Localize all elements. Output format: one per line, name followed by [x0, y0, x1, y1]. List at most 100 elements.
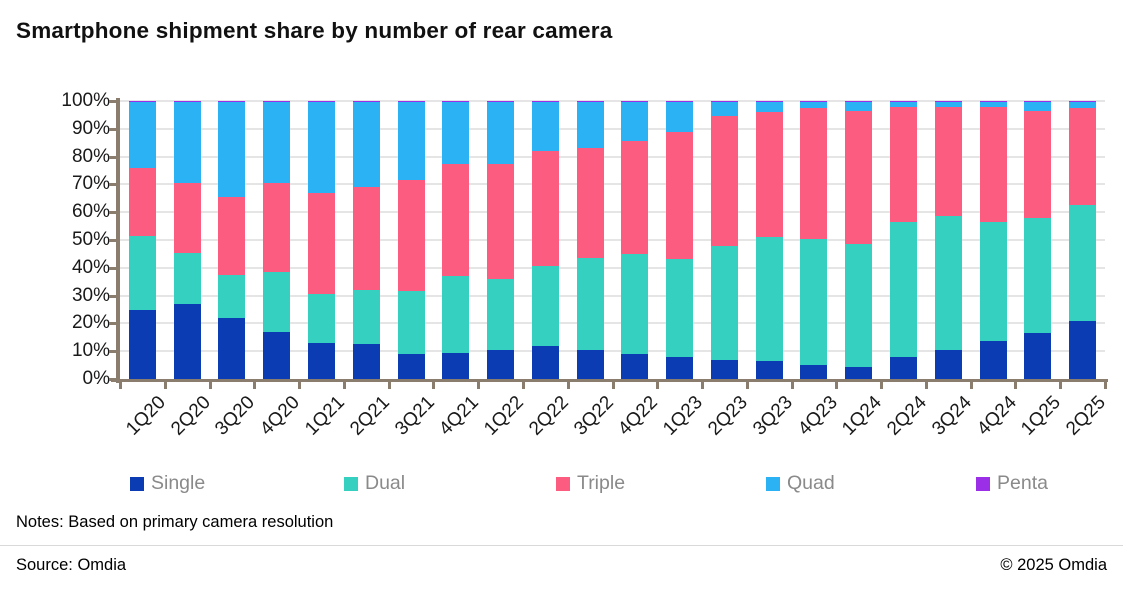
gridline-50	[120, 239, 1105, 241]
bar-4Q23	[800, 101, 827, 379]
bar-segment-3Q21-single	[398, 353, 425, 379]
gridline-10	[120, 350, 1105, 353]
bar-segment-2Q25-dual	[1069, 205, 1096, 321]
legend-swatch-penta-icon	[976, 476, 990, 491]
x-axis-tick-11	[612, 382, 615, 389]
bar-segment-3Q24-triple	[935, 106, 962, 217]
bar-segment-4Q20-dual	[263, 271, 290, 332]
bar-segment-1Q25-penta	[1024, 101, 1051, 103]
bar-segment-3Q23-single	[756, 360, 783, 379]
bar-segment-2Q20-quad	[174, 102, 201, 184]
bar-segment-3Q23-penta	[756, 101, 783, 103]
y-axis-tick-20	[109, 322, 117, 326]
bar-segment-1Q20-single	[129, 309, 156, 379]
y-axis-tick-0	[109, 378, 117, 381]
x-axis-tick-20	[1014, 382, 1017, 389]
bar-segment-1Q22-penta	[487, 101, 514, 103]
bar-segment-1Q23-dual	[666, 259, 693, 357]
bar-segment-1Q22-single	[487, 349, 514, 379]
bar-segment-1Q21-triple	[308, 192, 335, 295]
x-axis-tick-0	[119, 382, 122, 389]
bar-segment-1Q24-single	[845, 366, 872, 379]
bar-segment-2Q23-dual	[711, 245, 738, 360]
bar-4Q20	[263, 101, 290, 379]
x-axis-line	[111, 379, 1108, 382]
bar-1Q20	[129, 101, 156, 379]
legend-item-quad: Quad	[766, 472, 835, 495]
bar-segment-2Q23-penta	[711, 101, 738, 103]
copyright-text: © 2025 Omdia	[1000, 556, 1107, 574]
bar-segment-1Q23-penta	[666, 101, 693, 103]
bar-3Q24	[935, 101, 962, 379]
bar-segment-1Q20-triple	[129, 167, 156, 236]
legend-label-dual: Dual	[365, 472, 406, 494]
bar-segment-2Q22-single	[532, 345, 559, 379]
y-axis-label-100: 100%	[61, 90, 110, 111]
bar-segment-3Q20-penta	[218, 101, 245, 103]
x-axis-tick-16	[835, 382, 838, 389]
bar-segment-4Q23-penta	[800, 101, 827, 103]
bar-segment-4Q24-penta	[980, 101, 1007, 103]
y-axis-tick-40	[109, 266, 117, 270]
bar-segment-4Q21-penta	[442, 101, 469, 103]
bar-segment-1Q20-penta	[129, 101, 156, 103]
gridline-40	[120, 266, 1105, 269]
bar-segment-4Q23-triple	[800, 107, 827, 239]
bar-segment-1Q24-triple	[845, 110, 872, 245]
bar-1Q24	[845, 101, 872, 379]
bar-segment-3Q21-triple	[398, 180, 425, 292]
chart-plot-area	[120, 100, 1105, 379]
y-axis-label-70: 70%	[71, 173, 110, 195]
bar-segment-2Q24-triple	[890, 106, 917, 222]
bar-2Q21	[353, 101, 380, 379]
source-text: Source: Omdia	[16, 556, 127, 574]
bar-segment-2Q21-triple	[353, 187, 380, 291]
x-axis-tick-1	[164, 382, 167, 389]
gridline-80	[120, 155, 1105, 158]
bar-1Q21	[308, 101, 335, 379]
bar-segment-3Q20-single	[218, 317, 245, 379]
bar-segment-4Q24-quad	[980, 102, 1007, 107]
bar-segment-4Q21-triple	[442, 163, 469, 277]
gridline-90	[120, 127, 1105, 130]
x-axis-tick-3	[253, 382, 256, 389]
bar-segment-4Q20-penta	[263, 101, 290, 103]
legend-label-quad: Quad	[787, 472, 835, 494]
gridline-100	[120, 100, 1105, 102]
y-axis-label-50: 50%	[71, 229, 110, 250]
bar-1Q23	[666, 101, 693, 379]
bar-2Q25	[1069, 101, 1096, 379]
bar-segment-3Q22-penta	[577, 101, 604, 103]
y-axis-tick-100	[109, 100, 117, 103]
bar-segment-3Q22-quad	[577, 102, 604, 149]
bar-segment-4Q22-single	[621, 353, 648, 379]
bar-segment-2Q24-penta	[890, 101, 917, 103]
legend-swatch-dual-icon	[344, 476, 358, 491]
y-axis-tick-30	[109, 294, 117, 298]
bar-segment-1Q24-penta	[845, 101, 872, 103]
x-axis-tick-7	[432, 382, 435, 389]
x-axis-tick-12	[656, 382, 659, 389]
bar-segment-1Q22-triple	[487, 163, 514, 279]
legend-item-single: Single	[130, 472, 205, 495]
bar-segment-4Q21-dual	[442, 276, 469, 353]
bar-1Q25	[1024, 101, 1051, 379]
bar-segment-1Q25-single	[1024, 333, 1051, 379]
bar-segment-4Q20-triple	[263, 183, 290, 272]
y-axis-label-0: 0%	[82, 368, 110, 389]
gridline-60	[120, 211, 1105, 214]
legend-item-dual: Dual	[344, 472, 405, 495]
legend-swatch-triple-icon	[556, 476, 570, 491]
bar-segment-4Q24-dual	[980, 221, 1007, 342]
bar-segment-1Q24-quad	[845, 102, 872, 111]
x-axis-tick-19	[970, 382, 973, 389]
bar-segment-2Q21-quad	[353, 102, 380, 188]
bar-segment-1Q21-dual	[308, 294, 335, 343]
y-axis-label-80: 80%	[71, 145, 110, 167]
bar-segment-2Q23-single	[711, 359, 738, 379]
bar-segment-4Q21-single	[442, 352, 469, 379]
bar-segment-1Q25-quad	[1024, 102, 1051, 111]
bar-segment-2Q22-penta	[532, 101, 559, 103]
x-axis-tick-15	[791, 382, 794, 389]
bar-segment-2Q22-quad	[532, 102, 559, 152]
